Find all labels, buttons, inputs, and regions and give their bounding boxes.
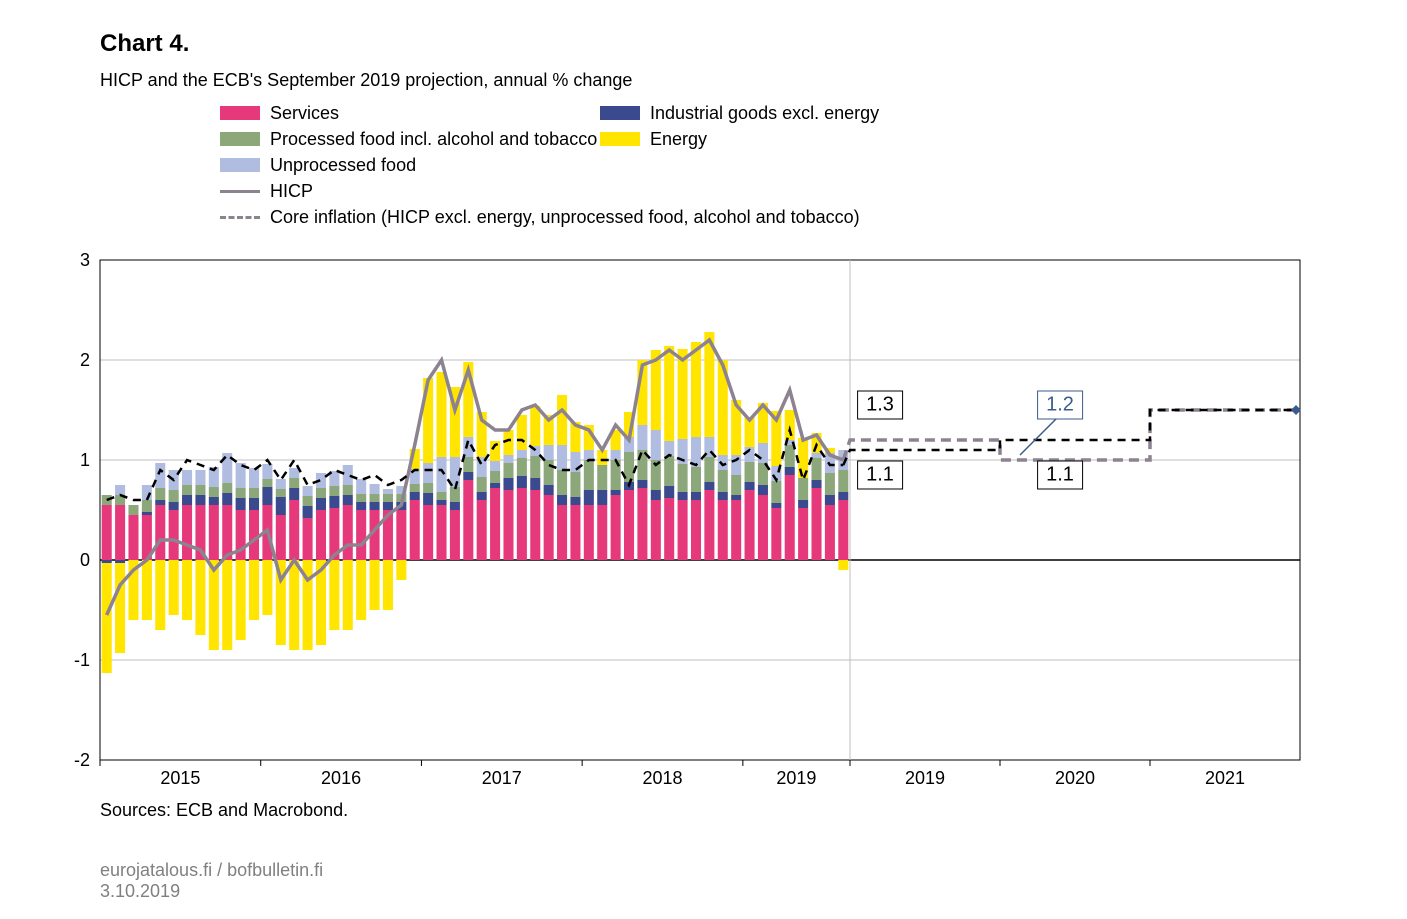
- footer: eurojatalous.fi / bofbulletin.fi 3.10.20…: [100, 860, 323, 902]
- svg-text:-1: -1: [74, 650, 90, 670]
- svg-text:-2: -2: [74, 750, 90, 770]
- svg-text:2019: 2019: [905, 768, 945, 788]
- svg-text:2020: 2020: [1055, 768, 1095, 788]
- svg-text:3: 3: [80, 250, 90, 270]
- svg-text:0: 0: [80, 550, 90, 570]
- projection-value-box: 1.2: [1037, 391, 1083, 420]
- footer-site: eurojatalous.fi / bofbulletin.fi: [100, 860, 323, 881]
- svg-text:2017: 2017: [482, 768, 522, 788]
- inflation-chart: -2 -1 0 1 2 3 2015 2016 2017 2018 2019 2019 2020 2021: [0, 0, 1407, 919]
- projection-value-box: 1.1: [1037, 461, 1083, 490]
- svg-text:2016: 2016: [321, 768, 361, 788]
- projection-value-box: 1.3: [857, 391, 903, 420]
- svg-text:2019: 2019: [776, 768, 816, 788]
- sources-text: Sources: ECB and Macrobond.: [100, 800, 348, 821]
- svg-text:1: 1: [80, 450, 90, 470]
- svg-text:2015: 2015: [160, 768, 200, 788]
- footer-date: 3.10.2019: [100, 881, 323, 902]
- svg-text:2: 2: [80, 350, 90, 370]
- svg-text:2018: 2018: [642, 768, 682, 788]
- projection-value-box: 1.1: [857, 461, 903, 490]
- svg-text:2021: 2021: [1205, 768, 1245, 788]
